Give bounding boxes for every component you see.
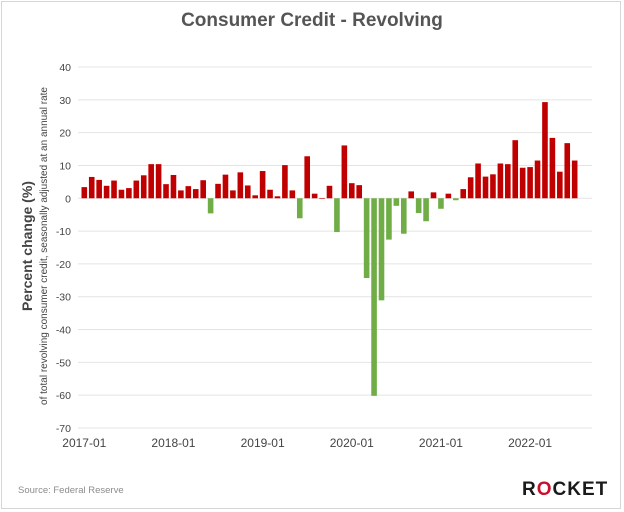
bar bbox=[311, 193, 318, 199]
bar bbox=[252, 195, 258, 199]
bar bbox=[542, 102, 548, 199]
y-tick-labels: 40 30 20 10 0 -10 -20 -30 -40 -50 -60 -70 bbox=[56, 62, 71, 435]
bar bbox=[490, 174, 496, 199]
bar bbox=[200, 180, 206, 199]
y-tick-label: 20 bbox=[59, 128, 71, 140]
y-tick-label: 0 bbox=[65, 193, 71, 205]
bar bbox=[170, 174, 177, 199]
bars bbox=[81, 102, 578, 396]
x-tick-label: 2019-01 bbox=[241, 436, 285, 450]
brand-logo-accent: O bbox=[536, 479, 553, 500]
bar bbox=[118, 189, 125, 199]
bar bbox=[453, 198, 459, 201]
y-axis-label: Percent change (%) bbox=[19, 181, 35, 311]
bar bbox=[460, 189, 467, 199]
bar bbox=[185, 186, 192, 199]
bar bbox=[527, 167, 533, 199]
y-tick-label: -50 bbox=[56, 357, 71, 369]
bar bbox=[274, 196, 281, 199]
bar bbox=[557, 171, 563, 199]
brand-logo: ROCKET bbox=[522, 479, 608, 501]
bar bbox=[549, 137, 556, 199]
y-tick-label: -30 bbox=[56, 292, 71, 304]
y-tick-label: -20 bbox=[56, 259, 71, 271]
y-tick-label: -70 bbox=[56, 423, 71, 435]
bar bbox=[445, 193, 452, 199]
bar bbox=[148, 164, 154, 199]
bar bbox=[423, 198, 429, 222]
bar bbox=[356, 185, 363, 199]
bar bbox=[334, 198, 340, 233]
bar bbox=[155, 164, 162, 199]
bar bbox=[304, 156, 310, 199]
bar bbox=[408, 191, 415, 199]
bar bbox=[371, 198, 377, 396]
x-tick-label: 2018-01 bbox=[151, 436, 195, 450]
bar bbox=[282, 165, 288, 199]
bar bbox=[534, 160, 541, 199]
bar bbox=[564, 143, 571, 199]
bar bbox=[230, 190, 236, 199]
bar bbox=[497, 163, 504, 199]
x-tick-label: 2020-01 bbox=[330, 436, 374, 450]
bar bbox=[378, 198, 385, 301]
bar bbox=[103, 185, 110, 199]
gridlines bbox=[78, 66, 592, 429]
bar bbox=[163, 184, 169, 199]
bar bbox=[289, 190, 296, 199]
y-tick-label: -40 bbox=[56, 325, 71, 337]
bar bbox=[505, 164, 511, 199]
bar bbox=[296, 198, 303, 219]
bar bbox=[192, 189, 199, 199]
y-tick-label: 10 bbox=[59, 160, 71, 172]
bar bbox=[393, 198, 400, 206]
brand-logo-rest: CKET bbox=[552, 479, 609, 500]
y-tick-label: -10 bbox=[56, 226, 71, 238]
bar bbox=[215, 183, 221, 199]
bar bbox=[400, 198, 407, 234]
bar bbox=[178, 190, 184, 199]
bar bbox=[475, 163, 481, 199]
x-tick-label: 2022-01 bbox=[508, 436, 552, 450]
bar bbox=[415, 198, 422, 214]
brand-logo-r: R bbox=[522, 479, 537, 500]
x-tick-label: 2021-01 bbox=[419, 436, 463, 450]
bar bbox=[571, 160, 578, 199]
bar bbox=[81, 187, 88, 199]
bar bbox=[519, 167, 526, 199]
bar bbox=[512, 140, 519, 199]
source-note: Source: Federal Reserve bbox=[18, 485, 124, 496]
bar bbox=[326, 185, 333, 199]
chart-title: Consumer Credit - Revolving bbox=[181, 10, 443, 31]
x-tick-labels: 2017-01 2018-01 2019-01 2020-01 2021-01 2022-… bbox=[62, 436, 552, 450]
bar bbox=[133, 180, 140, 199]
bar bbox=[237, 172, 244, 199]
bar bbox=[267, 189, 273, 199]
bar bbox=[244, 185, 251, 199]
bar bbox=[386, 198, 392, 240]
bar bbox=[111, 180, 117, 199]
bar bbox=[222, 174, 229, 199]
bar bbox=[96, 179, 102, 199]
bar bbox=[467, 177, 474, 199]
bar bbox=[126, 188, 132, 199]
y-tick-label: 40 bbox=[59, 62, 71, 74]
bar bbox=[348, 183, 355, 199]
bar bbox=[207, 198, 214, 214]
y-tick-label: 30 bbox=[59, 95, 71, 107]
y-tick-label: -60 bbox=[56, 390, 71, 402]
bar bbox=[482, 176, 489, 199]
x-tick-label: 2017-01 bbox=[62, 436, 106, 450]
bar bbox=[140, 175, 147, 199]
bar bbox=[363, 198, 370, 279]
bar bbox=[88, 176, 95, 199]
bar bbox=[430, 192, 437, 199]
y-axis-sublabel: of total revolving consumer credit, seas… bbox=[39, 87, 50, 405]
bar bbox=[438, 198, 444, 209]
bar bbox=[341, 145, 348, 199]
bar bbox=[319, 198, 325, 199]
bar bbox=[259, 171, 266, 199]
